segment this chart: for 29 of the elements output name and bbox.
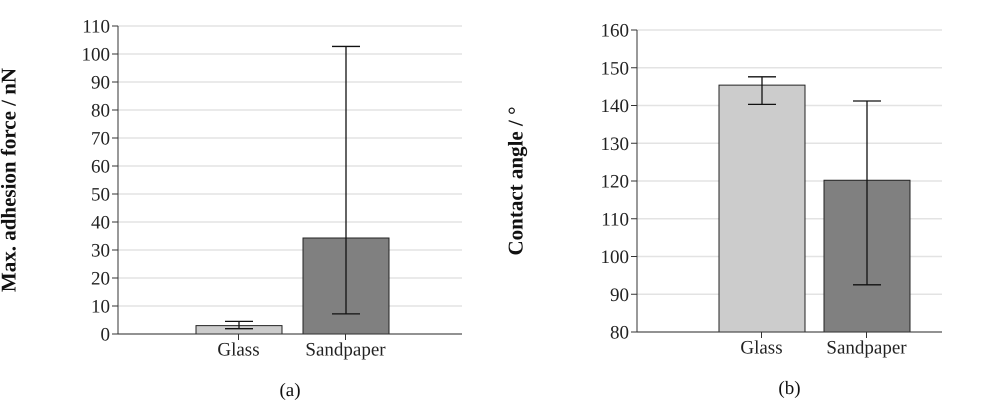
- y-tick-label: 120: [600, 172, 629, 193]
- y-tick-label: 60: [91, 156, 110, 178]
- y-tick-label: 90: [91, 72, 110, 94]
- x-tick-label: Sandpaper: [305, 339, 386, 360]
- y-tick-label: 50: [91, 184, 110, 206]
- y-tick-label: 80: [91, 100, 110, 122]
- y-tick-label: 20: [91, 268, 110, 290]
- y-tick-label: 100: [82, 44, 110, 66]
- y-tick-label: 80: [610, 322, 629, 344]
- y-tick-label: 160: [600, 20, 629, 42]
- y-tick-label: 100: [600, 247, 629, 268]
- y-axis-title: Contact angle / °: [503, 106, 528, 256]
- y-axis-title: Max. adhesion force / nN: [0, 68, 20, 292]
- y-tick-label: 110: [82, 16, 110, 38]
- y-tick-label: 140: [600, 96, 629, 118]
- y-tick-label: 90: [610, 284, 629, 306]
- x-tick-label: Glass: [217, 339, 260, 360]
- text: (a): [278, 380, 302, 402]
- x-tick-label: Glass: [740, 337, 783, 358]
- y-tick-label: 70: [91, 128, 110, 150]
- y-tick-label: 110: [601, 209, 629, 230]
- y-tick-label: 150: [600, 58, 629, 80]
- y-tick-label: 30: [91, 240, 110, 262]
- x-tick-label: Sandpaper: [826, 337, 908, 358]
- text: (b): [777, 378, 802, 400]
- y-tick-label: 0: [100, 324, 110, 346]
- y-tick-label: 40: [91, 212, 110, 234]
- y-tick-label: 130: [600, 134, 629, 155]
- y-tick-label: 10: [91, 296, 110, 318]
